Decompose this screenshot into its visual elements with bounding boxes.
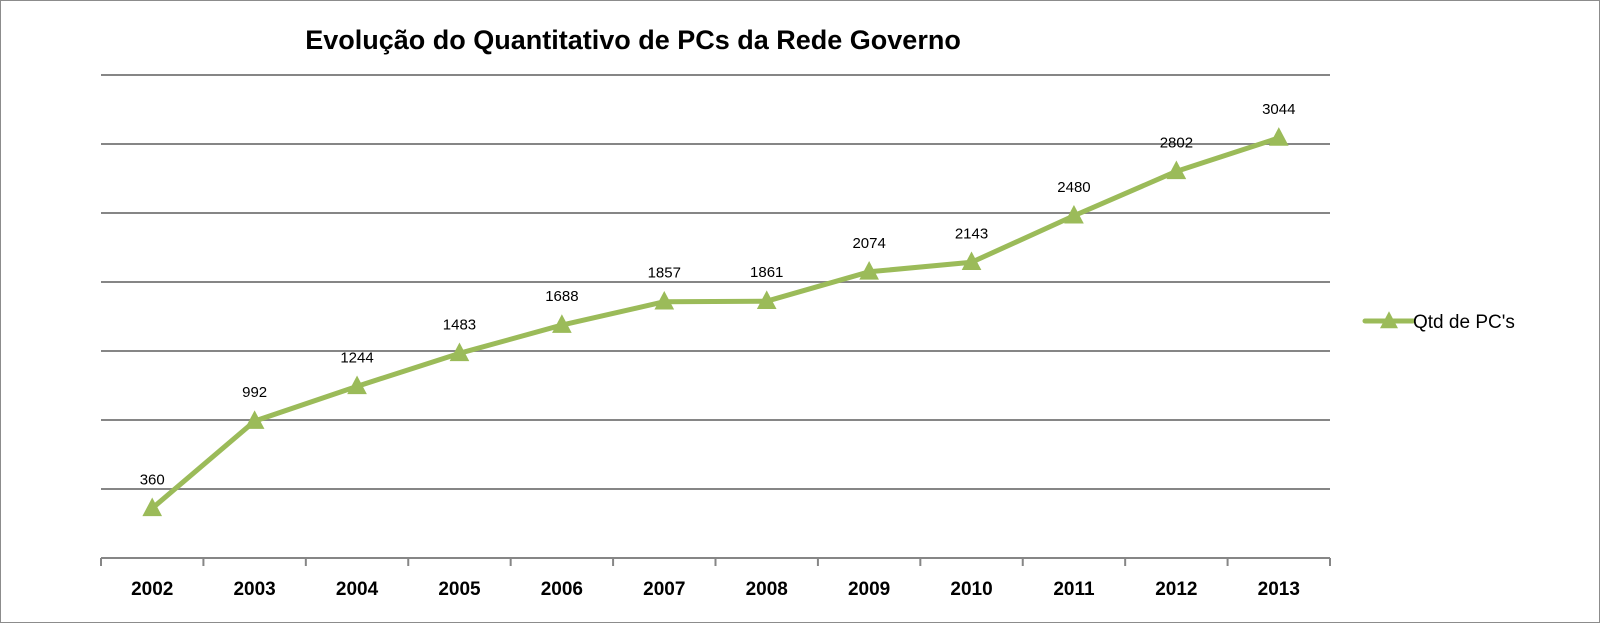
data-point-marker	[1268, 127, 1289, 146]
data-point-marker	[1064, 204, 1084, 224]
data-point-marker	[756, 290, 777, 309]
legend: Qtd de PC's	[1362, 311, 1515, 333]
legend-triangle-marker	[1380, 311, 1398, 329]
x-tick-label: 2011	[1053, 579, 1095, 600]
data-label: 2143	[955, 225, 988, 242]
data-label: 1244	[340, 349, 373, 366]
x-tick-label: 2004	[336, 579, 379, 600]
data-label: 992	[242, 384, 267, 401]
data-label: 3044	[1262, 101, 1295, 118]
x-tick-label: 2006	[541, 579, 583, 600]
data-point-marker	[449, 342, 470, 362]
data-point-marker	[961, 251, 982, 271]
data-label: 1483	[443, 316, 476, 333]
data-label: 1688	[545, 288, 578, 305]
data-point-marker	[244, 410, 265, 429]
series-line	[149, 135, 1282, 511]
series-layer	[142, 127, 1289, 517]
gridlines	[101, 74, 1330, 490]
x-tick-label: 2010	[950, 579, 992, 600]
x-tick-label: 2005	[438, 579, 481, 600]
data-label: 360	[140, 471, 165, 488]
x-axis: 2002 2003 2004 2005 2006 2007 2008 2009 2010 2011…	[100, 557, 1331, 600]
data-labels: 360 992 1244 1483 1688 1857 1861 2074 2143 2480 28…	[140, 101, 1296, 488]
x-tick-label: 2008	[746, 579, 788, 600]
x-tick-label: 2003	[233, 579, 275, 600]
x-tick-label: 2002	[131, 579, 173, 600]
data-point-marker	[654, 290, 675, 310]
data-point-marker	[1166, 160, 1187, 180]
x-tick-label: 2009	[848, 579, 890, 600]
data-point-marker	[347, 375, 367, 395]
data-label: 1861	[750, 264, 783, 281]
x-tick-label: 2012	[1155, 579, 1197, 600]
x-tick-label: 2013	[1258, 579, 1300, 600]
data-point-marker	[552, 314, 572, 333]
data-label: 2074	[852, 235, 885, 252]
legend-label: Qtd de PC's	[1413, 312, 1515, 333]
data-label: 1857	[648, 265, 681, 282]
data-label: 2480	[1057, 179, 1090, 196]
data-point-marker	[859, 260, 879, 280]
chart-title: Evolução do Quantitativo de PCs da Rede …	[305, 25, 961, 55]
x-tick-label: 2007	[643, 579, 685, 600]
data-point-marker	[142, 497, 163, 517]
data-label: 2802	[1160, 134, 1193, 151]
